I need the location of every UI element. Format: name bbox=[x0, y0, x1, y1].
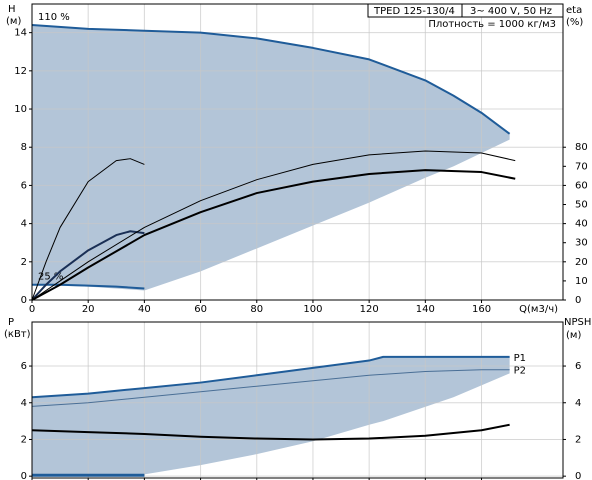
y2-tick-label: 10 bbox=[575, 276, 588, 287]
y2-tick-label: 6 bbox=[575, 361, 581, 372]
y-tick-label: 2 bbox=[21, 257, 27, 268]
y2-tick-label: 0 bbox=[575, 471, 581, 480]
plot-border bbox=[31, 3, 564, 301]
y-axis-label: P bbox=[8, 317, 14, 328]
y2-tick-label: 40 bbox=[575, 219, 588, 230]
panels: 0 20 40 60 80 100 120 140 1600246810121401020304… bbox=[14, 3, 588, 480]
curve bbox=[31, 230, 145, 301]
x-tick-label: 60 bbox=[194, 304, 207, 315]
curve bbox=[32, 283, 145, 290]
curve bbox=[31, 158, 145, 301]
y-tick-label: 0 bbox=[21, 295, 27, 306]
y2-axis-unit: (%) bbox=[566, 17, 583, 28]
curve-label: P2 bbox=[514, 366, 526, 377]
y-tick-label: 12 bbox=[14, 66, 27, 77]
curve bbox=[31, 423, 510, 441]
y2-tick-label: 20 bbox=[575, 257, 588, 268]
density: Плотность = 1000 кг/м3 bbox=[428, 19, 556, 30]
curve-label: P1 bbox=[514, 353, 526, 364]
y2-axis-label: eta bbox=[566, 5, 582, 16]
y-axis-unit: (м) bbox=[6, 16, 21, 27]
power-supply: 3~ 400 V, 50 Hz bbox=[470, 6, 552, 17]
y-tick-label: 8 bbox=[21, 142, 27, 153]
curve bbox=[31, 24, 511, 135]
y-tick-label: 4 bbox=[21, 398, 27, 409]
y2-axis-label: NPSH bbox=[564, 317, 591, 328]
curve bbox=[31, 150, 516, 301]
y-tick-label: 14 bbox=[14, 28, 27, 39]
y2-tick-label: 80 bbox=[575, 142, 588, 153]
y-tick-label: 4 bbox=[21, 219, 27, 230]
y-tick-label: 2 bbox=[21, 434, 27, 445]
y2-tick-label: 30 bbox=[575, 238, 588, 249]
y2-tick-label: 70 bbox=[575, 161, 588, 172]
y-tick-label: 10 bbox=[14, 104, 27, 115]
curve bbox=[31, 369, 510, 407]
curve bbox=[31, 355, 510, 399]
y2-axis-unit: (м) bbox=[566, 330, 581, 341]
curve-label: 110 % bbox=[38, 12, 70, 23]
y-tick-label: 0 bbox=[21, 471, 27, 480]
x-tick-label: 80 bbox=[250, 304, 263, 315]
x-tick-label: 160 bbox=[472, 304, 491, 315]
x-tick-label: 120 bbox=[360, 304, 379, 315]
y2-tick-label: 4 bbox=[575, 398, 581, 409]
y2-tick-label: 50 bbox=[575, 200, 588, 211]
x-tick-label: 100 bbox=[303, 304, 322, 315]
x-axis-label: Q(м3/ч) bbox=[519, 304, 558, 315]
x-tick-label: 20 bbox=[82, 304, 95, 315]
y2-tick-label: 60 bbox=[575, 180, 588, 191]
info-box bbox=[367, 3, 564, 18]
y2-tick-label: 2 bbox=[575, 434, 581, 445]
x-tick-label: 140 bbox=[416, 304, 435, 315]
x-tick-label: 0 bbox=[29, 304, 35, 315]
y-axis-unit: (кВт) bbox=[4, 329, 31, 340]
curve bbox=[31, 169, 516, 301]
operating-area bbox=[32, 356, 510, 477]
y-axis-label: H bbox=[8, 4, 16, 15]
y2-tick-label: 0 bbox=[575, 295, 581, 306]
y-tick-label: 6 bbox=[21, 361, 27, 372]
y-tick-label: 6 bbox=[21, 180, 27, 191]
pump-model: TPED 125-130/4 bbox=[373, 6, 455, 17]
x-tick-label: 40 bbox=[138, 304, 151, 315]
curve-label: 25 % bbox=[38, 272, 63, 283]
plot-border bbox=[31, 321, 564, 479]
